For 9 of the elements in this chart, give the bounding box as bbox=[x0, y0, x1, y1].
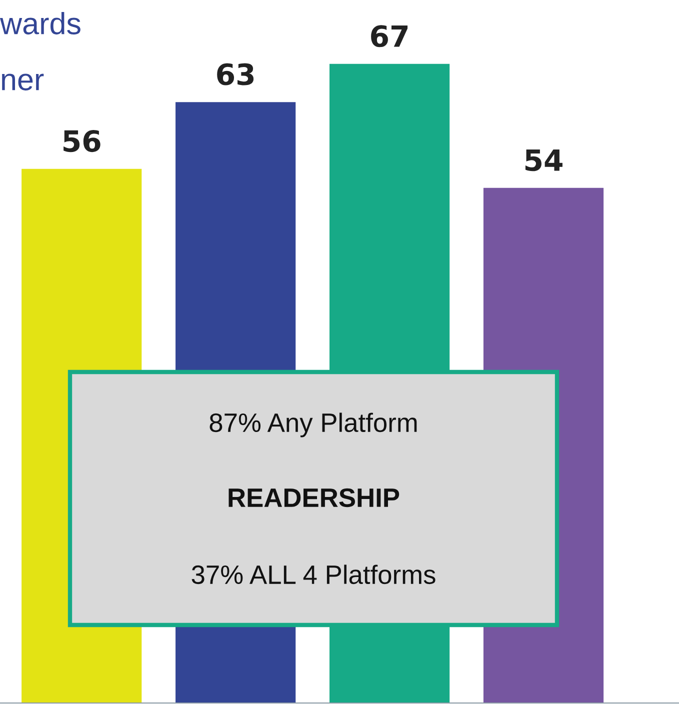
annotation: 87% Any Platform bbox=[210, 412, 417, 438]
text: wards bbox=[0, 12, 80, 34]
data-label: 67 bbox=[371, 25, 408, 48]
annotation: READERSHIP bbox=[228, 488, 400, 508]
data-label: 63 bbox=[217, 63, 254, 86]
data-label: 54 bbox=[525, 149, 562, 172]
annotation: 37% ALL 4 Platforms bbox=[192, 564, 436, 584]
data-label: 56 bbox=[64, 130, 100, 152]
text: ner bbox=[2, 74, 44, 90]
